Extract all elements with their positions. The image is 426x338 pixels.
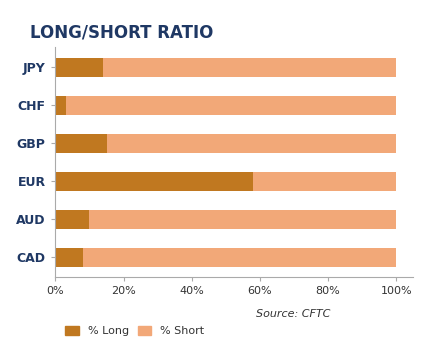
Bar	[55, 58, 103, 77]
Bar	[55, 248, 83, 267]
Bar	[66, 96, 396, 115]
Bar	[106, 134, 396, 153]
Bar	[103, 58, 396, 77]
Text: Source: CFTC: Source: CFTC	[256, 309, 330, 319]
Bar	[55, 134, 106, 153]
Text: LONG/SHORT RATIO: LONG/SHORT RATIO	[30, 24, 213, 42]
Bar	[83, 248, 396, 267]
Bar	[89, 210, 396, 229]
Bar	[253, 172, 396, 191]
Legend: % Long, % Short: % Long, % Short	[61, 321, 208, 338]
Bar	[55, 96, 66, 115]
Bar	[55, 210, 89, 229]
Bar	[55, 172, 253, 191]
